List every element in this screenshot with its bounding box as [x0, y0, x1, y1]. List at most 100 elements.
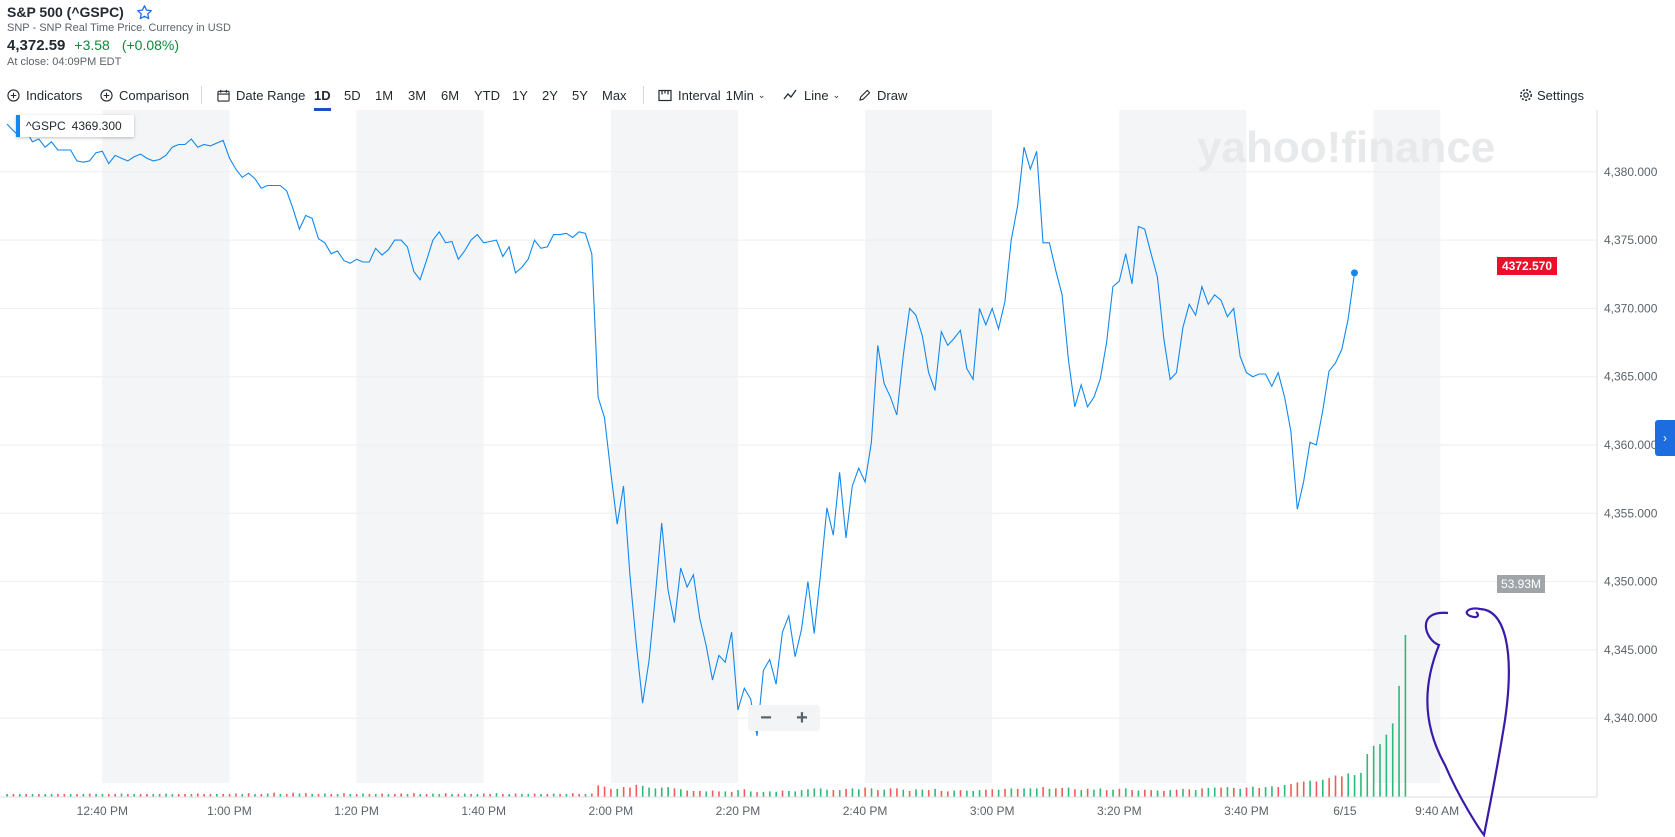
volume-bar — [877, 790, 879, 797]
volume-bar — [1029, 788, 1032, 797]
x-tick-label: 1:20 PM — [334, 804, 379, 818]
volume-bar — [432, 793, 434, 797]
volume-bar — [889, 788, 892, 797]
volume-bar — [737, 790, 739, 797]
volume-bar — [355, 794, 358, 797]
volume-bar — [673, 788, 676, 797]
volume-bar — [1334, 775, 1337, 797]
volume-bar — [718, 791, 720, 797]
zoom-out-button[interactable]: − — [760, 706, 772, 729]
toolbar-divider — [643, 86, 644, 104]
volume-bar — [902, 789, 905, 797]
volume-bar — [1042, 787, 1044, 797]
volume-bar — [82, 794, 85, 797]
zoom-controls: − + — [748, 705, 820, 731]
volume-bar — [298, 793, 301, 797]
volume-bar — [419, 794, 422, 797]
volume-bar — [76, 794, 78, 797]
date-range-button[interactable]: Date Range — [217, 84, 305, 106]
interval-value: 1Min — [725, 87, 754, 103]
volume-bar — [177, 794, 180, 797]
volume-bar — [88, 793, 91, 797]
volume-bar — [546, 793, 549, 797]
range-max[interactable]: Max — [602, 87, 627, 103]
volume-bar — [260, 794, 263, 797]
range-1d[interactable]: 1D — [314, 84, 331, 111]
volume-bar — [1277, 787, 1280, 797]
volume-bar — [1207, 787, 1210, 797]
indicators-button[interactable]: Indicators — [7, 84, 82, 106]
volume-bar — [1201, 788, 1203, 797]
time-band — [1119, 110, 1247, 783]
volume-bar — [1220, 787, 1222, 797]
range-2y[interactable]: 2Y — [542, 87, 558, 103]
volume-bar — [660, 787, 663, 797]
volume-bar — [451, 793, 453, 797]
volume-bar — [324, 793, 326, 797]
volume-bar — [374, 794, 377, 797]
volume-bar — [1366, 754, 1369, 797]
volume-bar — [25, 794, 27, 797]
volume-bar — [1182, 788, 1184, 797]
volume-bar — [788, 790, 790, 797]
volume-bar — [12, 794, 15, 797]
volume-bar — [711, 790, 714, 797]
range-5y[interactable]: 5Y — [572, 87, 588, 103]
chevron-down-icon: ⌄ — [757, 89, 766, 100]
volume-bar — [120, 793, 123, 797]
volume-bar — [959, 790, 962, 797]
volume-bar — [921, 789, 924, 797]
y-tick-label: 4,345.000 — [1604, 643, 1658, 657]
chart-toolbar: Indicators Comparison Date Range 1D 5D 1… — [0, 84, 1675, 111]
volume-bar — [190, 794, 193, 797]
volume-bar — [1271, 786, 1273, 797]
x-tick-label: 6/15 — [1333, 804, 1357, 818]
volume-bar — [495, 793, 498, 797]
volume-bar — [1258, 787, 1261, 797]
time-band — [610, 110, 738, 783]
volume-bar — [343, 793, 345, 797]
range-5d[interactable]: 5D — [344, 87, 361, 103]
range-6m[interactable]: 6M — [441, 87, 460, 103]
volume-bar — [521, 794, 523, 797]
crosshair-tooltip: ^GSPC 4369.300 — [16, 115, 134, 137]
pencil-icon — [859, 89, 871, 101]
volume-bar — [966, 790, 968, 797]
volume-bar — [584, 793, 587, 797]
range-3m[interactable]: 3M — [408, 87, 427, 103]
chart-type-dropdown[interactable]: Line ⌄ — [783, 84, 840, 106]
chart-type-label: Line — [804, 87, 829, 103]
volume-bar — [533, 793, 536, 797]
volume-bar — [1391, 723, 1394, 797]
volume-bar — [107, 794, 110, 797]
volume-bar — [1309, 780, 1311, 797]
time-band — [1373, 110, 1441, 783]
comparison-button[interactable]: Comparison — [100, 84, 189, 106]
volume-bar — [1163, 790, 1165, 797]
volume-bar — [927, 790, 930, 797]
draw-button[interactable]: Draw — [858, 84, 907, 106]
volume-bar — [699, 790, 701, 797]
volume-bar — [527, 793, 530, 797]
zoom-in-button[interactable]: + — [796, 706, 808, 729]
watermark-logo: yahoo!finance — [1197, 123, 1495, 172]
volume-bar — [285, 794, 288, 797]
volume-bar — [940, 790, 943, 797]
range-1m[interactable]: 1M — [375, 87, 394, 103]
range-ytd[interactable]: YTD — [474, 87, 500, 103]
volume-bar — [425, 793, 428, 797]
volume-bar — [146, 794, 148, 797]
range-1y[interactable]: 1Y — [512, 87, 528, 103]
settings-button[interactable]: Settings — [1519, 84, 1584, 106]
chevron-right-icon[interactable]: › — [1655, 420, 1675, 456]
interval-label: Interval — [678, 87, 721, 103]
interval-dropdown[interactable]: Interval 1Min ⌄ — [658, 84, 765, 106]
watchlist-star-icon[interactable] — [136, 4, 153, 21]
volume-bar — [69, 793, 72, 797]
quote-title: S&P 500 (^GSPC) — [7, 4, 124, 20]
volume-bar — [1004, 788, 1006, 797]
last-price-dot — [1350, 269, 1358, 277]
x-tick-label: 3:00 PM — [970, 804, 1015, 818]
x-axis-labels: 12:40 PM 1:00 PM 1:20 PM 1:40 PM 2:00 PM 2:20… — [77, 804, 1459, 818]
